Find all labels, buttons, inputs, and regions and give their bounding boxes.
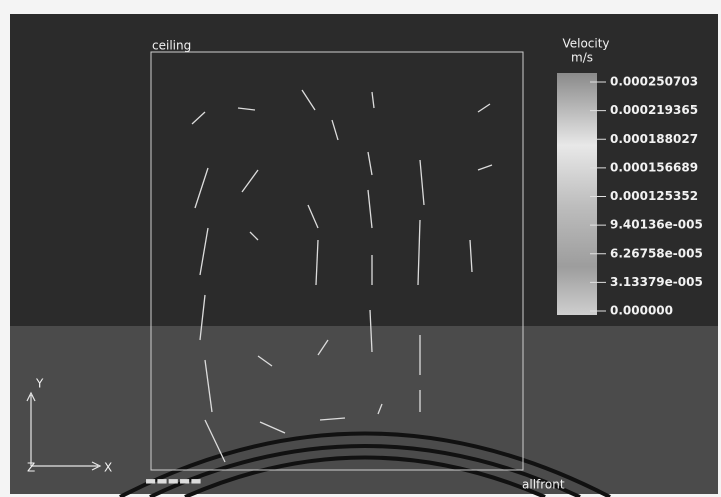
z-axis-label: Z	[27, 461, 35, 475]
legend-tick-label: 0.000188027	[610, 132, 698, 146]
legend-tick-label: 6.26758e-005	[610, 246, 703, 260]
lower-background	[10, 326, 718, 494]
ceiling-label: ceiling	[152, 39, 191, 53]
legend-tick-label: 3.13379e-005	[610, 275, 703, 289]
front-label: allfront	[522, 478, 565, 492]
y-axis-label: Y	[35, 377, 44, 391]
legend-title: Velocity	[562, 37, 609, 51]
legend-tick-label: 0.000156689	[610, 160, 698, 174]
legend-tick-label: 9.40136e-005	[610, 218, 703, 232]
legend-tick-label: 0.000125352	[610, 189, 698, 203]
page: ceiling allfront ▬▬▬▬▬ Velocity m/s 0.00…	[0, 0, 721, 497]
colorbar	[557, 73, 597, 315]
x-axis-label: X	[104, 461, 112, 475]
legend-tick-label: 0.000219365	[610, 103, 698, 117]
legend-tick-label: 0.000000	[610, 304, 673, 318]
legend-tick-label: 0.000250703	[610, 75, 698, 89]
cfd-view: ceiling allfront ▬▬▬▬▬ Velocity m/s 0.00…	[0, 0, 721, 497]
floor-label: ▬▬▬▬▬	[145, 474, 202, 488]
legend-unit: m/s	[571, 51, 593, 65]
